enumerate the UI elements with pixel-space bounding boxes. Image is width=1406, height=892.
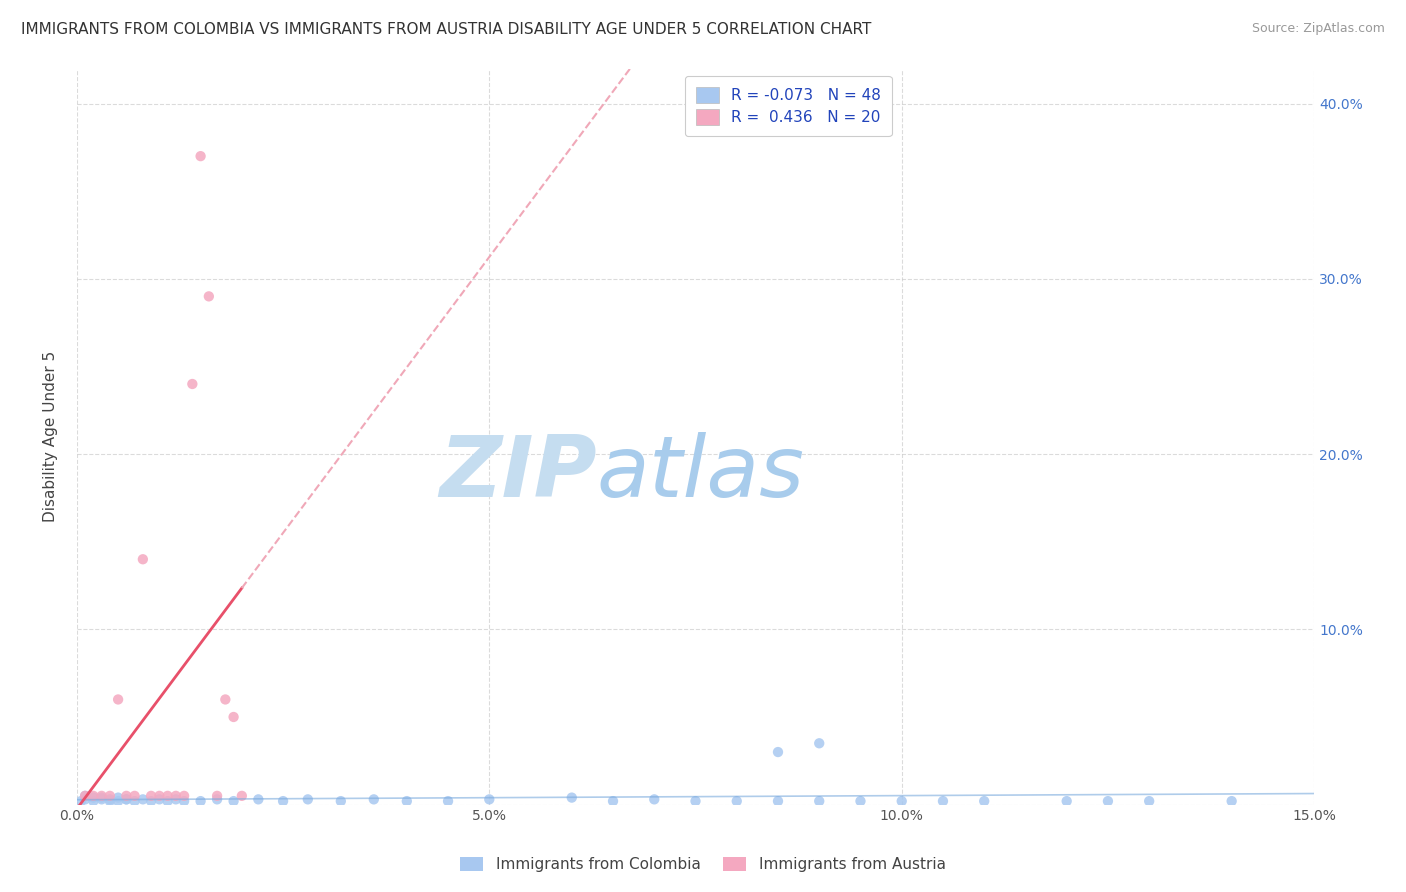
Point xyxy=(132,792,155,806)
Point xyxy=(90,792,112,806)
Point xyxy=(107,692,129,706)
Point xyxy=(602,794,624,808)
Point xyxy=(107,794,129,808)
Point xyxy=(115,789,138,803)
Point xyxy=(271,794,294,808)
Point xyxy=(165,792,187,806)
Point xyxy=(156,794,179,808)
Point xyxy=(437,794,460,808)
Point xyxy=(173,789,195,803)
Point xyxy=(90,789,112,803)
Point xyxy=(329,794,352,808)
Point xyxy=(849,794,872,808)
Legend: Immigrants from Colombia, Immigrants from Austria: Immigrants from Colombia, Immigrants fro… xyxy=(453,849,953,880)
Point xyxy=(766,745,789,759)
Legend: R = -0.073   N = 48, R =  0.436   N = 20: R = -0.073 N = 48, R = 0.436 N = 20 xyxy=(685,76,891,136)
Point xyxy=(1056,794,1078,808)
Point xyxy=(222,710,245,724)
Point xyxy=(932,794,955,808)
Point xyxy=(115,792,138,806)
Point xyxy=(124,794,146,808)
Point xyxy=(98,789,121,803)
Point xyxy=(82,789,104,803)
Point xyxy=(808,794,831,808)
Point xyxy=(139,794,162,808)
Text: Source: ZipAtlas.com: Source: ZipAtlas.com xyxy=(1251,22,1385,36)
Point xyxy=(115,792,138,806)
Point xyxy=(156,789,179,803)
Point xyxy=(1220,794,1243,808)
Point xyxy=(82,790,104,805)
Point xyxy=(205,792,228,806)
Point xyxy=(395,794,418,808)
Point xyxy=(247,792,270,806)
Point xyxy=(98,794,121,808)
Point xyxy=(132,552,155,566)
Point xyxy=(82,794,104,808)
Point xyxy=(222,794,245,808)
Point xyxy=(643,792,665,806)
Text: ZIP: ZIP xyxy=(439,432,596,515)
Point xyxy=(181,376,204,391)
Point xyxy=(75,789,97,803)
Point xyxy=(561,790,583,805)
Point xyxy=(478,792,501,806)
Point xyxy=(1097,794,1119,808)
Point xyxy=(75,789,97,803)
Point xyxy=(725,794,748,808)
Point xyxy=(165,789,187,803)
Point xyxy=(70,794,93,808)
Text: IMMIGRANTS FROM COLOMBIA VS IMMIGRANTS FROM AUSTRIA DISABILITY AGE UNDER 5 CORRE: IMMIGRANTS FROM COLOMBIA VS IMMIGRANTS F… xyxy=(21,22,872,37)
Point xyxy=(198,289,221,303)
Point xyxy=(808,736,831,750)
Point xyxy=(890,794,912,808)
Point xyxy=(214,692,236,706)
Point xyxy=(205,789,228,803)
Point xyxy=(766,794,789,808)
Point xyxy=(231,789,253,803)
Point xyxy=(1137,794,1160,808)
Point xyxy=(90,790,112,805)
Point xyxy=(148,789,170,803)
Point xyxy=(297,792,319,806)
Point xyxy=(98,792,121,806)
Point xyxy=(124,789,146,803)
Point xyxy=(190,794,212,808)
Point xyxy=(190,149,212,163)
Point xyxy=(173,794,195,808)
Y-axis label: Disability Age Under 5: Disability Age Under 5 xyxy=(44,351,58,522)
Point xyxy=(148,792,170,806)
Point xyxy=(139,789,162,803)
Text: atlas: atlas xyxy=(596,432,804,515)
Point xyxy=(107,790,129,805)
Point xyxy=(685,794,707,808)
Point xyxy=(75,792,97,806)
Point xyxy=(363,792,385,806)
Point xyxy=(973,794,995,808)
